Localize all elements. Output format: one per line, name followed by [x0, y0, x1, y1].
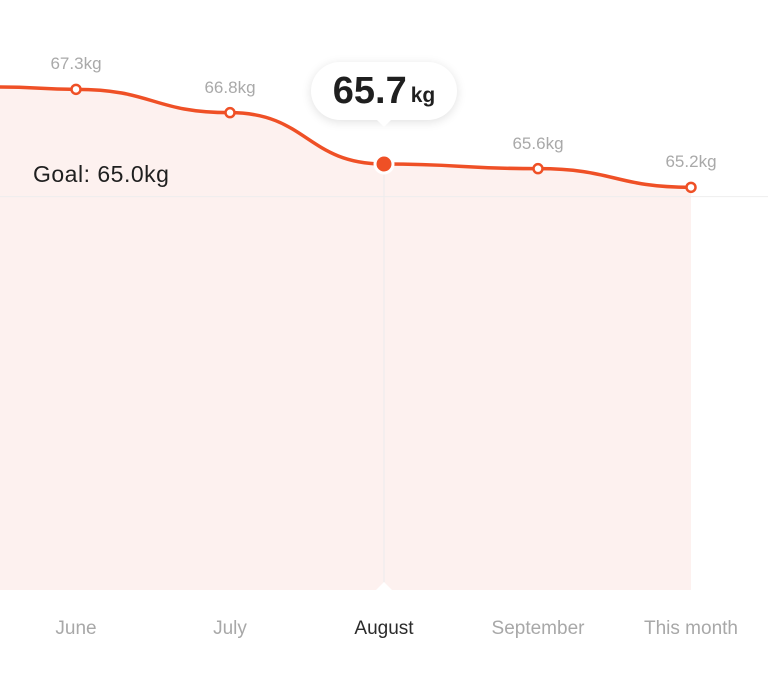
tooltip-unit: kg	[410, 84, 436, 107]
tooltip-value: 65.7	[332, 69, 407, 112]
point-value-label: 65.6kg	[512, 133, 564, 153]
x-axis-tick-label[interactable]: July	[213, 618, 247, 639]
x-axis-tick-label[interactable]: September	[491, 618, 585, 639]
x-axis-strip	[0, 590, 768, 679]
data-point[interactable]	[224, 106, 236, 119]
data-point-selected[interactable]	[373, 153, 395, 175]
data-point[interactable]	[532, 162, 544, 175]
selected-tick-notch	[376, 582, 392, 590]
x-axis-tick-label[interactable]: June	[55, 618, 97, 639]
point-value-label: 66.8kg	[204, 77, 256, 97]
data-point[interactable]	[70, 83, 82, 96]
data-points	[70, 83, 697, 194]
point-value-label: 65.2kg	[665, 152, 717, 172]
x-axis-tick-label[interactable]: August	[354, 618, 414, 639]
selected-value-tooltip: 65.7 kg	[311, 62, 457, 127]
x-axis-tick-label[interactable]: This month	[644, 618, 738, 639]
data-point[interactable]	[685, 181, 697, 194]
point-value-label: 67.3kg	[50, 54, 102, 74]
goal-label: Goal: 65.0kg	[33, 161, 170, 187]
area-fill	[0, 87, 691, 590]
weight-line	[0, 85, 693, 190]
